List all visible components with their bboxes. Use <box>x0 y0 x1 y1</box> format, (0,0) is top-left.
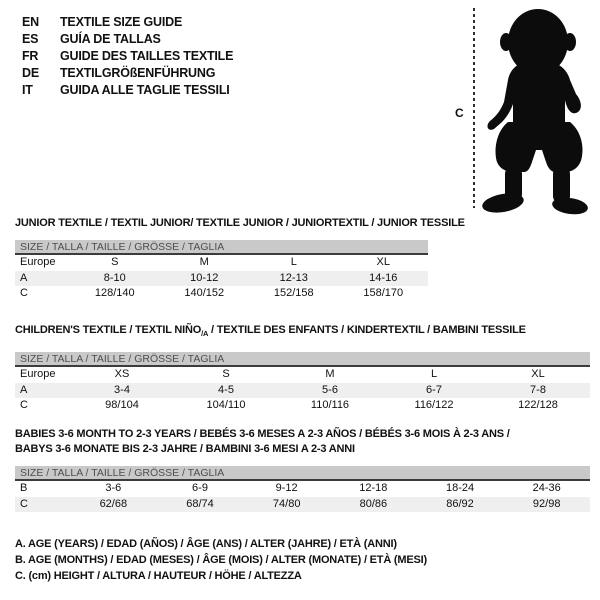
height-cell: 104/110 <box>206 399 246 411</box>
lang-label: TEXTILE SIZE GUIDE <box>60 15 183 29</box>
age-cell: 12-18 <box>359 482 388 494</box>
children-title-pre: CHILDREN'S TEXTILE / TEXTIL NIÑO <box>15 324 202 336</box>
height-cell: 152/158 <box>273 287 314 299</box>
height-figure: C <box>450 0 600 218</box>
table-row-age: A 8-10 10-12 12-13 14-16 <box>15 270 428 286</box>
row-label: A <box>20 383 28 396</box>
row-label: C <box>20 287 28 299</box>
row-label: Europe <box>20 368 56 380</box>
age-cell: 10-12 <box>190 271 219 284</box>
baby-silhouette-icon <box>473 8 588 215</box>
babies-title-line2: BABYS 3-6 MONATE BIS 2-3 JAHRE / BAMBINI… <box>15 443 355 455</box>
row-label: C <box>20 497 28 510</box>
lang-code: ES <box>22 32 39 46</box>
height-cell: 62/68 <box>99 497 128 510</box>
age-cell: 14-16 <box>369 271 398 284</box>
size-cell: XS <box>114 368 130 380</box>
lang-code: FR <box>22 49 39 63</box>
babies-size-table: SIZE / TALLA / TAILLE / GRÖSSE / TAGLIA … <box>15 466 590 512</box>
lang-label: TEXTILGRÖßENFÜHRUNG <box>60 66 216 80</box>
lang-row-es: ES GUÍA DE TALLAS <box>22 31 233 48</box>
height-cell: 116/122 <box>414 399 454 411</box>
height-cell: 86/92 <box>446 497 474 510</box>
lang-code: DE <box>22 66 39 80</box>
table-row-height: C 98/104 104/110 110/116 116/122 122/128 <box>15 398 590 414</box>
height-cell: 122/128 <box>518 399 558 411</box>
height-measure-label: C <box>455 106 464 120</box>
age-cell: 8-10 <box>103 271 126 284</box>
size-cell: L <box>290 256 297 268</box>
height-cell: 92/98 <box>532 497 561 510</box>
row-label: B <box>20 482 28 494</box>
size-cell: S <box>222 368 230 380</box>
lang-code: IT <box>22 83 33 97</box>
children-size-table: SIZE / TALLA / TAILLE / GRÖSSE / TAGLIA … <box>15 352 590 414</box>
legend-line-a: A. AGE (YEARS) / EDAD (AÑOS) / ÂGE (ANS)… <box>15 538 397 550</box>
height-cell: 158/170 <box>363 287 404 299</box>
lang-row-en: EN TEXTILE SIZE GUIDE <box>22 14 233 31</box>
babies-size-header: SIZE / TALLA / TAILLE / GRÖSSE / TAGLIA <box>15 466 590 481</box>
babies-section-title: BABIES 3-6 MONTH TO 2-3 YEARS / BEBÉS 3-… <box>15 427 510 457</box>
measurement-legend: A. AGE (YEARS) / EDAD (AÑOS) / ÂGE (ANS)… <box>15 537 427 584</box>
table-row-age-months: B 3-6 6-9 9-12 12-18 18-24 24-36 <box>15 481 590 497</box>
size-cell: M <box>199 256 209 268</box>
row-label: A <box>20 271 28 284</box>
children-title-sub: /A <box>201 329 209 339</box>
height-cell: 68/74 <box>186 497 214 510</box>
language-list: EN TEXTILE SIZE GUIDE ES GUÍA DE TALLAS … <box>22 14 233 99</box>
size-cell: M <box>325 368 335 380</box>
children-title-post: / TEXTILE DES ENFANTS / KINDERTEXTIL / B… <box>208 324 526 336</box>
size-cell: S <box>111 256 119 268</box>
lang-row-de: DE TEXTILGRÖßENFÜHRUNG <box>22 65 233 82</box>
legend-line-c: C. (cm) HEIGHT / ALTURA / HAUTEUR / HÖHE… <box>15 569 302 582</box>
row-label: Europe <box>20 256 56 268</box>
lang-code: EN <box>22 15 39 29</box>
age-cell: 6-7 <box>426 383 442 396</box>
table-row-europe: Europe XS S M L XL <box>15 367 590 383</box>
age-cell: 24-36 <box>532 482 561 494</box>
height-cell: 110/116 <box>310 399 350 411</box>
age-cell: 5-6 <box>322 383 338 396</box>
height-cell: 98/104 <box>105 399 139 411</box>
size-cell: XL <box>531 368 545 380</box>
age-cell: 3-4 <box>114 383 130 396</box>
age-cell: 12-13 <box>279 271 308 284</box>
table-row-height: C 128/140 140/152 152/158 158/170 <box>15 286 428 302</box>
lang-row-fr: FR GUIDE DES TAILLES TEXTILE <box>22 48 233 65</box>
table-row-height: C 62/68 68/74 74/80 80/86 86/92 92/98 <box>15 496 590 512</box>
age-cell: 3-6 <box>105 482 122 494</box>
lang-label: GUÍA DE TALLAS <box>60 32 161 46</box>
lang-label: GUIDA ALLE TAGLIE TESSILI <box>60 83 230 97</box>
junior-size-table: SIZE / TALLA / TAILLE / GRÖSSE / TAGLIA … <box>15 240 428 302</box>
junior-section-title: JUNIOR TEXTILE / TEXTIL JUNIOR/ TEXTILE … <box>15 217 465 229</box>
height-cell: 74/80 <box>272 497 301 510</box>
age-cell: 4-5 <box>218 383 234 396</box>
size-cell: XL <box>376 256 390 268</box>
row-label: C <box>20 399 28 411</box>
age-cell: 18-24 <box>445 482 475 494</box>
lang-label: GUIDE DES TAILLES TEXTILE <box>60 49 234 63</box>
table-row-europe: Europe S M L XL <box>15 255 428 271</box>
height-cell: 128/140 <box>94 287 135 299</box>
junior-size-header: SIZE / TALLA / TAILLE / GRÖSSE / TAGLIA <box>15 240 428 255</box>
babies-title-line1: BABIES 3-6 MONTH TO 2-3 YEARS / BEBÉS 3-… <box>15 428 510 440</box>
size-cell: L <box>430 368 438 380</box>
lang-row-it: IT GUIDA ALLE TAGLIE TESSILI <box>22 82 233 99</box>
height-cell: 140/152 <box>184 287 225 299</box>
children-size-header: SIZE / TALLA / TAILLE / GRÖSSE / TAGLIA <box>15 352 590 367</box>
children-section-title: CHILDREN'S TEXTILE / TEXTIL NIÑO/A / TEX… <box>15 324 526 338</box>
age-cell: 6-9 <box>192 482 208 494</box>
legend-line-b: B. AGE (MONTHS) / EDAD (MESES) / ÂGE (MO… <box>15 553 427 566</box>
age-cell: 7-8 <box>530 383 546 396</box>
table-row-age: A 3-4 4-5 5-6 6-7 7-8 <box>15 382 590 398</box>
age-cell: 9-12 <box>275 482 298 494</box>
height-cell: 80/86 <box>359 497 388 510</box>
